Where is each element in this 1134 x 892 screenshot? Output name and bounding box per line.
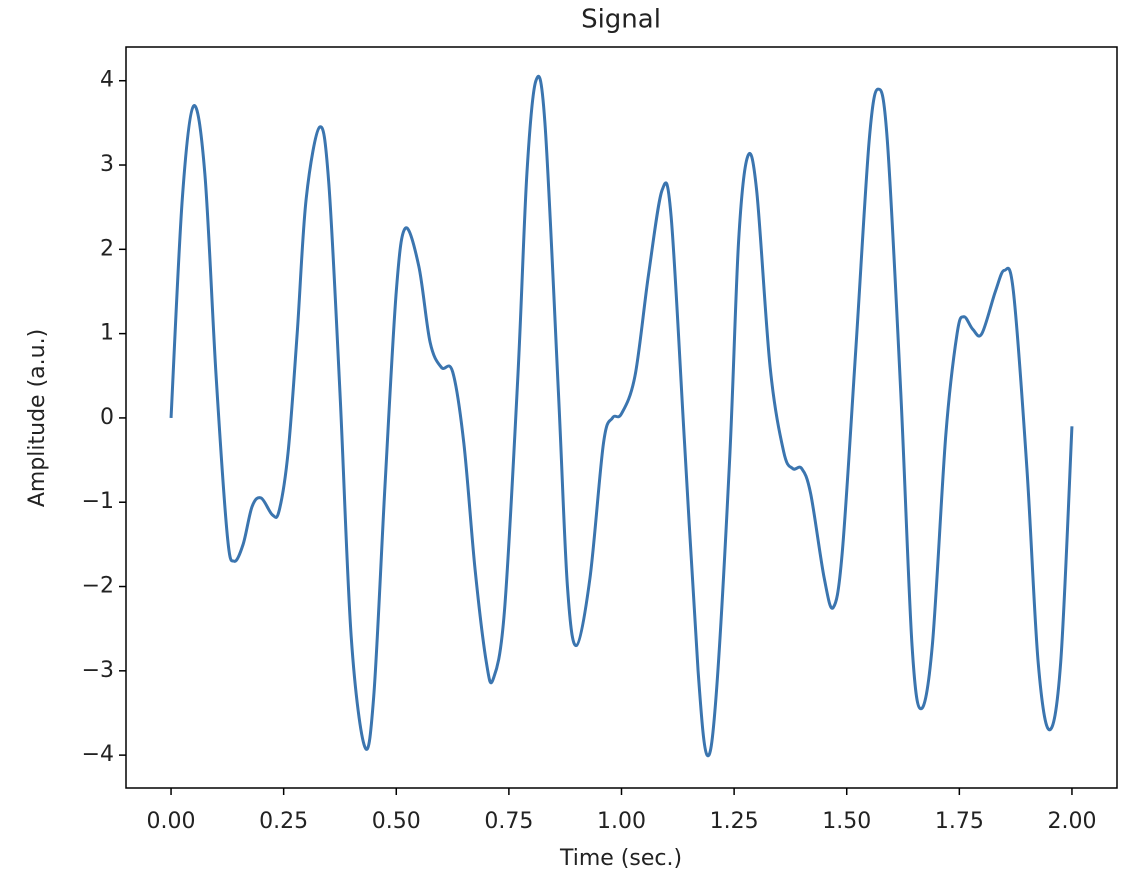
x-tick-label: 1.50 xyxy=(822,809,871,834)
y-tick-label: 0 xyxy=(100,405,114,430)
x-tick-label: 1.00 xyxy=(597,809,646,834)
y-tick-label: −1 xyxy=(82,489,114,514)
x-tick-label: 1.75 xyxy=(935,809,984,834)
x-tick-label: 0.50 xyxy=(372,809,421,834)
x-tick-label: 0.00 xyxy=(147,809,196,834)
x-tick-label: 0.25 xyxy=(259,809,308,834)
x-tick-label: 0.75 xyxy=(484,809,533,834)
y-tick-label: 4 xyxy=(100,68,114,93)
y-tick-label: −3 xyxy=(82,658,114,683)
y-tick-label: −4 xyxy=(82,742,114,767)
x-axis-label: Time (sec.) xyxy=(559,846,682,871)
y-tick-label: 2 xyxy=(100,236,114,261)
x-tick-label: 2.00 xyxy=(1047,809,1096,834)
signal-line xyxy=(169,74,1074,758)
x-tick-label: 1.25 xyxy=(710,809,759,834)
y-tick-label: 1 xyxy=(100,321,114,346)
y-axis-label: Amplitude (a.u.) xyxy=(25,329,50,507)
plot-frame xyxy=(125,46,1118,789)
y-tick-label: −2 xyxy=(82,574,114,599)
y-tick-label: 3 xyxy=(100,152,114,177)
chart-title: Signal xyxy=(581,5,661,35)
